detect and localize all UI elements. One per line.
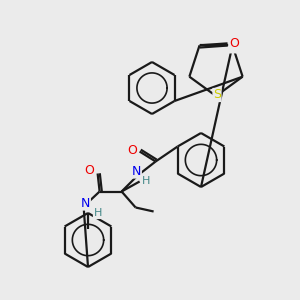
Text: H: H	[141, 176, 150, 187]
Text: S: S	[213, 88, 221, 101]
Text: O: O	[85, 164, 94, 177]
Text: N: N	[132, 165, 141, 178]
Text: N: N	[81, 197, 90, 210]
Text: N: N	[229, 40, 238, 53]
Text: O: O	[230, 37, 239, 50]
Text: O: O	[128, 144, 138, 157]
Text: H: H	[93, 208, 102, 218]
